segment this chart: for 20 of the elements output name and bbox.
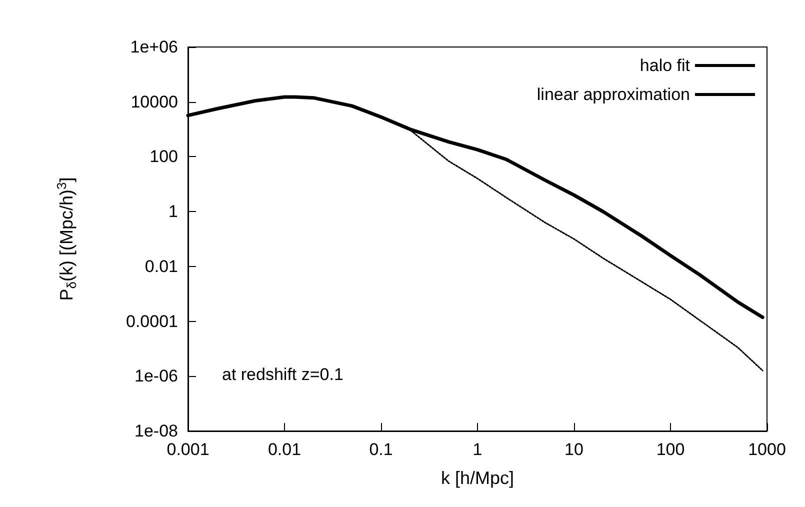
x-tick-label: 1000 bbox=[748, 440, 786, 459]
y-tick-label: 0.01 bbox=[144, 256, 178, 276]
x-tick-label: 1 bbox=[472, 440, 482, 459]
x-tick-label: 0.1 bbox=[369, 440, 393, 459]
y-tick-label: 1e-06 bbox=[134, 366, 178, 386]
y-tick-label: 100 bbox=[150, 147, 178, 166]
y-tick-label: 1e-08 bbox=[134, 422, 178, 440]
legend-label: halo fit bbox=[640, 56, 690, 75]
y-axis-title: Pδ(k) [(Mpc/h)3] bbox=[54, 177, 79, 301]
x-tick-label: 0.01 bbox=[268, 440, 302, 459]
x-axis-title: k [h/Mpc] bbox=[440, 468, 514, 488]
y-tick-label: 1e+06 bbox=[130, 38, 178, 56]
x-tick-label: 0.001 bbox=[166, 440, 210, 459]
y-tick-label: 0.0001 bbox=[126, 312, 178, 331]
x-tick-label: 100 bbox=[656, 440, 685, 459]
annotation: at redshift z=0.1 bbox=[222, 365, 344, 384]
x-tick-label: 10 bbox=[564, 440, 584, 459]
legend-label: linear approximation bbox=[536, 85, 690, 104]
y-tick-label: 10000 bbox=[130, 92, 178, 112]
y-tick-label: 1 bbox=[168, 202, 178, 222]
